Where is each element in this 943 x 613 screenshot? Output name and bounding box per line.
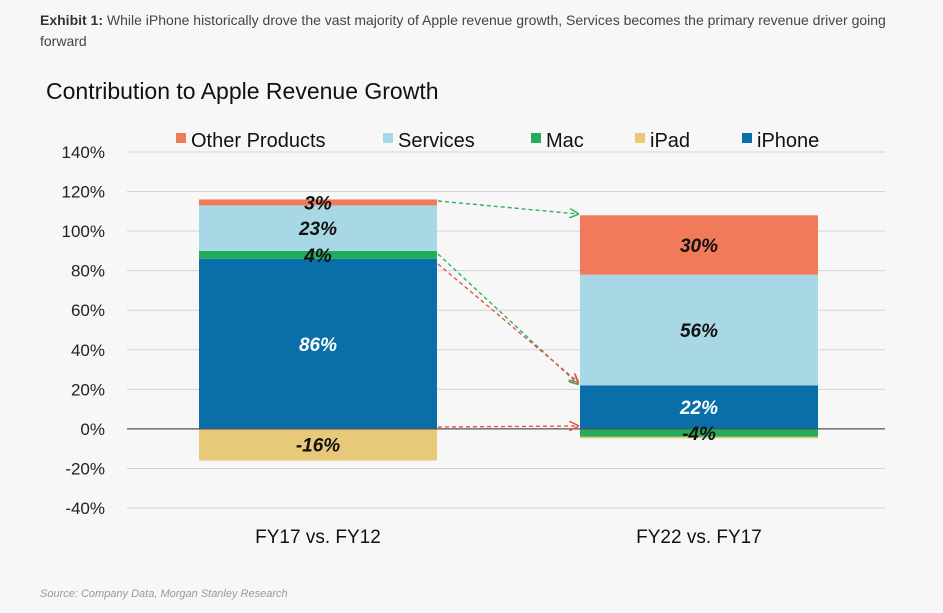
- bar-segment: [199, 205, 437, 251]
- data-label: 3%: [304, 193, 332, 214]
- legend-swatch: [383, 133, 393, 143]
- legend-label: Services: [398, 130, 475, 152]
- bar-segment: [580, 428, 818, 437]
- data-label: -4%: [682, 424, 716, 445]
- y-tick-label: 40%: [71, 341, 105, 360]
- exhibit-text: While iPhone historically drove the vast…: [40, 12, 886, 49]
- data-label: 23%: [298, 219, 337, 240]
- data-label: 56%: [680, 321, 718, 342]
- bar-segment: [199, 250, 437, 259]
- y-tick-label: -20%: [65, 459, 105, 478]
- arrow-iphone: [437, 263, 578, 382]
- data-label: 86%: [299, 335, 337, 356]
- y-tick-label: 140%: [62, 143, 105, 162]
- exhibit-caption: Exhibit 1: While iPhone historically dro…: [40, 10, 900, 52]
- data-label: 22%: [679, 398, 718, 419]
- y-tick-label: 120%: [62, 183, 105, 202]
- data-label: -16%: [296, 436, 340, 457]
- bar-segment: [580, 215, 818, 275]
- bar-segment: [580, 385, 818, 429]
- exhibit-label: Exhibit 1:: [40, 12, 104, 28]
- arrow-other-products: [437, 200, 578, 214]
- source-note: Source: Company Data, Morgan Stanley Res…: [40, 588, 288, 600]
- data-label: 30%: [680, 236, 718, 257]
- data-label: 4%: [303, 246, 332, 267]
- bar-segment: [580, 436, 818, 439]
- y-tick-label: -40%: [65, 499, 105, 518]
- legend-swatch: [635, 133, 645, 143]
- flow-arrows: [437, 200, 578, 427]
- x-category-label: FY22 vs. FY17: [636, 527, 762, 548]
- x-category-label: FY17 vs. FY12: [255, 527, 381, 548]
- legend-swatch: [531, 133, 541, 143]
- bar-segment: [199, 199, 437, 206]
- y-tick-label: 60%: [71, 301, 105, 320]
- legend-label: iPhone: [757, 130, 819, 152]
- y-tick-label: 0%: [80, 420, 105, 439]
- legend-label: Other Products: [191, 130, 326, 152]
- chart-title: Contribution to Apple Revenue Growth: [46, 78, 439, 104]
- legend-label: Mac: [546, 130, 584, 152]
- y-tick-label: 100%: [62, 222, 105, 241]
- bar-segment: [199, 258, 437, 429]
- y-tick-label: 80%: [71, 262, 105, 281]
- bar-segment: [199, 428, 437, 461]
- legend-swatch: [176, 133, 186, 143]
- legend-label: iPad: [650, 130, 690, 152]
- arrow-services: [437, 253, 578, 384]
- y-tick-label: 20%: [71, 380, 105, 399]
- arrow-ipad: [437, 426, 578, 427]
- bar-segment: [580, 274, 818, 386]
- legend-swatch: [742, 133, 752, 143]
